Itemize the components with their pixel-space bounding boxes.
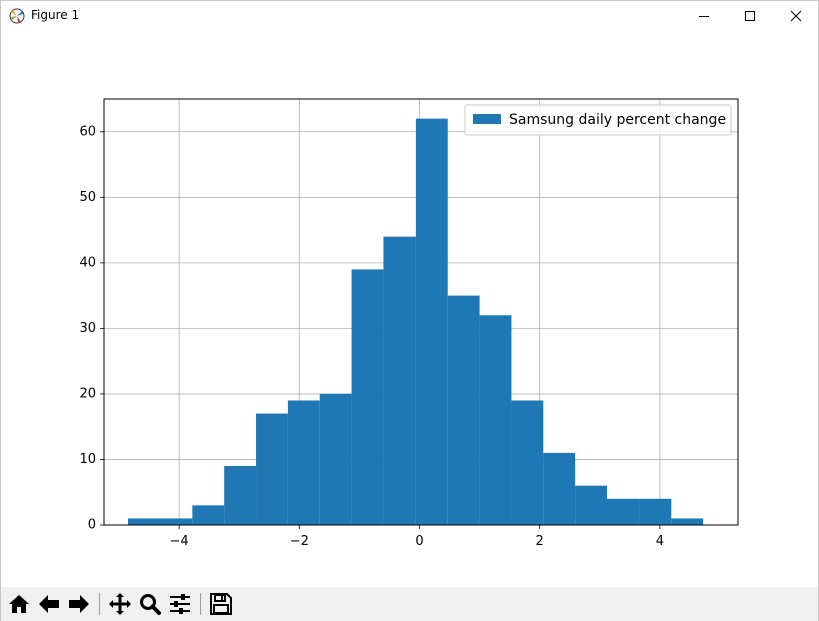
figure-canvas[interactable]: −4 −2 0 2 4 0 10 20 30 40 50 60 Samsung daily perce… <box>1 31 818 586</box>
matplotlib-logo-icon <box>9 8 25 24</box>
histogram-bar <box>415 118 448 526</box>
axes-frame <box>103 98 739 526</box>
home-button[interactable] <box>6 591 32 617</box>
y-tick-label: 60 <box>79 124 96 139</box>
toolbar-separator <box>200 593 201 615</box>
y-tick-label: 30 <box>79 321 96 336</box>
y-tick-label: 10 <box>79 452 96 467</box>
legend-label: Samsung daily percent change <box>509 112 726 128</box>
window-title: Figure 1 <box>31 8 80 22</box>
save-icon <box>210 593 232 615</box>
histogram-bar <box>160 518 193 525</box>
zoom-icon <box>140 594 161 615</box>
configure-subplots-button[interactable] <box>167 591 193 617</box>
histogram-bar <box>192 505 225 525</box>
forward-button[interactable] <box>66 591 92 617</box>
histogram-bar <box>671 518 704 525</box>
maximize-icon <box>745 11 755 21</box>
histogram-bar <box>606 498 640 525</box>
y-tick-label: 0 <box>88 518 96 533</box>
forward-icon <box>69 595 89 613</box>
histogram-bar <box>511 400 544 525</box>
histogram-bar <box>256 413 288 525</box>
histogram-bar <box>575 485 607 525</box>
histogram-bar <box>128 518 161 525</box>
legend-box <box>464 104 732 136</box>
histogram-bar <box>351 269 384 525</box>
y-tick-label: 20 <box>79 386 96 401</box>
histogram-bar <box>479 315 512 525</box>
histogram-bars <box>128 118 704 526</box>
zoom-button[interactable] <box>137 591 163 617</box>
back-button[interactable] <box>36 591 62 617</box>
histogram-bar <box>224 466 257 525</box>
y-tick-label: 50 <box>79 190 96 205</box>
x-tick-label: −2 <box>290 534 309 549</box>
pan-button[interactable] <box>107 591 133 617</box>
histogram-bar <box>319 393 352 525</box>
title-bar[interactable]: Figure 1 <box>1 1 818 31</box>
back-icon <box>39 595 59 613</box>
minimize-icon <box>699 16 709 17</box>
histogram-bar <box>447 295 480 525</box>
home-icon <box>9 595 29 613</box>
toolbar-separator <box>99 593 100 615</box>
maximize-button[interactable] <box>727 1 773 31</box>
y-tick-label: 40 <box>79 255 96 270</box>
configure-subplots-icon <box>170 594 190 614</box>
x-tick-label: 4 <box>656 534 664 549</box>
pan-icon <box>109 593 131 615</box>
x-tick-label: 0 <box>415 534 423 549</box>
close-button[interactable] <box>773 1 819 31</box>
x-tick-label: 2 <box>536 534 544 549</box>
navigation-toolbar <box>1 587 818 621</box>
close-icon <box>790 10 802 22</box>
legend-swatch <box>473 114 501 124</box>
histogram-bar <box>287 400 320 525</box>
histogram-bar <box>383 236 416 525</box>
histogram-bar <box>639 498 672 525</box>
legend: Samsung daily percent change <box>464 104 732 136</box>
x-tick-label: −4 <box>170 534 189 549</box>
minimize-button[interactable] <box>681 1 727 31</box>
save-button[interactable] <box>208 591 234 617</box>
histogram-bar <box>543 452 576 525</box>
